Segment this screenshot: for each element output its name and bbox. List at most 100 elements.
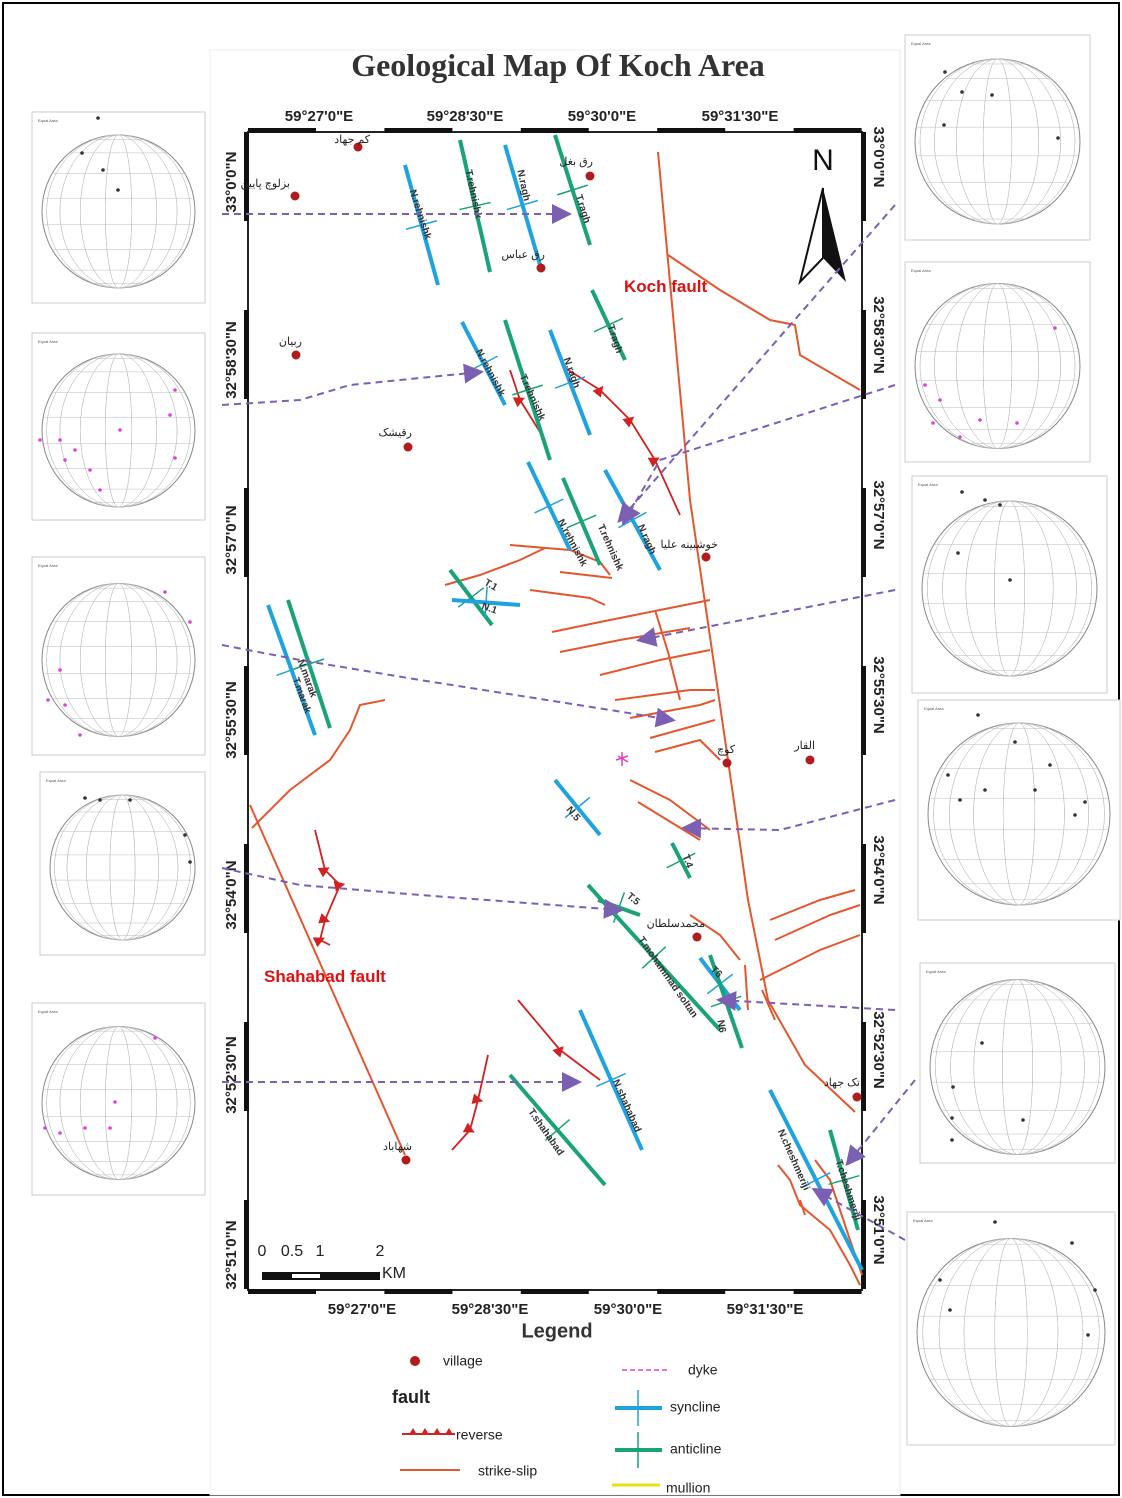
village-name: شهاباد: [383, 1141, 412, 1153]
frame-bar: [521, 128, 589, 133]
fold-label: N6: [714, 1019, 727, 1034]
stereonet-box: [32, 112, 205, 303]
frame-bar: [521, 1289, 589, 1294]
stereonet-box: [32, 557, 205, 755]
pole-point: [188, 860, 192, 864]
pole-point: [116, 188, 120, 192]
pole-point: [1015, 421, 1019, 425]
pole-point: [78, 733, 82, 737]
frame-bar: [244, 132, 249, 221]
pole-point: [83, 796, 87, 800]
stereonet-box: [905, 35, 1090, 240]
north-letter: N: [812, 144, 834, 177]
lon-label: 59°27'0"E: [328, 1301, 396, 1318]
frame-bar: [244, 1200, 249, 1289]
pole-point: [108, 1126, 112, 1130]
pole-point: [978, 418, 982, 422]
legend-label: fault: [392, 1387, 430, 1407]
lat-label: 32°55'30"N: [223, 681, 240, 759]
scale-label: 2: [376, 1243, 385, 1260]
frame-bar: [794, 1289, 862, 1294]
frame-bar: [384, 1289, 452, 1294]
legend-village-symbol: [410, 1356, 420, 1366]
pole-point: [63, 458, 67, 462]
pole-point: [153, 1036, 157, 1040]
stereonet-box: [920, 963, 1115, 1163]
village-name: تک جهاد: [824, 1077, 860, 1089]
pole-point: [188, 620, 192, 624]
fault-label: Shahabad fault: [264, 967, 386, 986]
lon-label: 59°30'0"E: [568, 108, 636, 125]
lon-label: 59°27'0"E: [285, 108, 353, 125]
stereonet-label: Equal Area: [913, 1218, 933, 1223]
pole-point: [1070, 1241, 1074, 1245]
pole-point: [1083, 800, 1087, 804]
frame-bar: [244, 488, 249, 577]
pole-point: [73, 448, 77, 452]
pole-point: [96, 116, 100, 120]
pole-point: [976, 713, 980, 717]
village: [723, 759, 732, 768]
stereonet-box: [912, 476, 1107, 693]
pole-point: [98, 798, 102, 802]
village-name: محمدسلطان: [647, 918, 706, 930]
lat-label: 32°51'0"N: [223, 1220, 240, 1289]
scale-bar: [292, 1274, 320, 1278]
frame-bar: [244, 844, 249, 933]
pole-point: [983, 498, 987, 502]
pole-point: [1021, 1118, 1025, 1122]
stereonet-label: Equal Area: [911, 41, 931, 46]
pole-point: [101, 168, 105, 172]
village: [292, 351, 301, 360]
map-title: Geological Map Of Koch Area: [351, 47, 765, 83]
stereonet-label: Equal Area: [38, 1009, 58, 1014]
frame-bar: [657, 1289, 725, 1294]
pole-point: [58, 1131, 62, 1135]
pole-point: [1048, 763, 1052, 767]
village: [853, 1093, 862, 1102]
village: [693, 933, 702, 942]
frame-bar: [244, 310, 249, 399]
legend-label: village: [443, 1353, 483, 1369]
pole-point: [1033, 788, 1037, 792]
scale-label: 0: [258, 1243, 267, 1260]
frame-bar: [244, 666, 249, 755]
pole-point: [950, 1116, 954, 1120]
pole-point: [938, 1278, 942, 1282]
geological-map-page: Geological Map Of Koch Area 59°27'0"E 59…: [0, 0, 1122, 1498]
stereonet-label: Equal Area: [924, 706, 944, 711]
pole-point: [173, 388, 177, 392]
pole-point: [958, 798, 962, 802]
pole-point: [46, 698, 50, 702]
frame-bar: [248, 1289, 316, 1294]
village-name: رق بغل: [559, 156, 593, 168]
legend-label: anticline: [670, 1441, 722, 1457]
village: [291, 192, 300, 201]
frame-bar: [861, 310, 866, 399]
lat-label: 32°57'0"N: [223, 505, 240, 574]
scale-label: 1: [316, 1243, 325, 1260]
frame-bar: [861, 666, 866, 755]
pole-point: [923, 383, 927, 387]
pole-point: [942, 123, 946, 127]
pole-point: [960, 90, 964, 94]
legend-label: reverse: [456, 1427, 503, 1443]
frame-bar: [384, 128, 452, 133]
pole-point: [998, 503, 1002, 507]
fault-label: Koch fault: [624, 277, 707, 296]
pole-point: [1053, 326, 1057, 330]
pole-point: [960, 490, 964, 494]
frame-bar: [861, 132, 866, 221]
pole-point: [88, 468, 92, 472]
pole-point: [990, 93, 994, 97]
stereonet-box: [32, 1003, 205, 1195]
stereonet-box: [907, 1212, 1115, 1445]
frame-bar: [861, 844, 866, 933]
stereonet-label: Equal Area: [38, 118, 58, 123]
pole-point: [1073, 813, 1077, 817]
village: [702, 553, 711, 562]
stereonet-label: Equal Area: [911, 268, 931, 273]
lat-label: 32°52'30"N: [223, 1036, 240, 1114]
pole-point: [58, 668, 62, 672]
stereonet-label: Equal Area: [926, 969, 946, 974]
